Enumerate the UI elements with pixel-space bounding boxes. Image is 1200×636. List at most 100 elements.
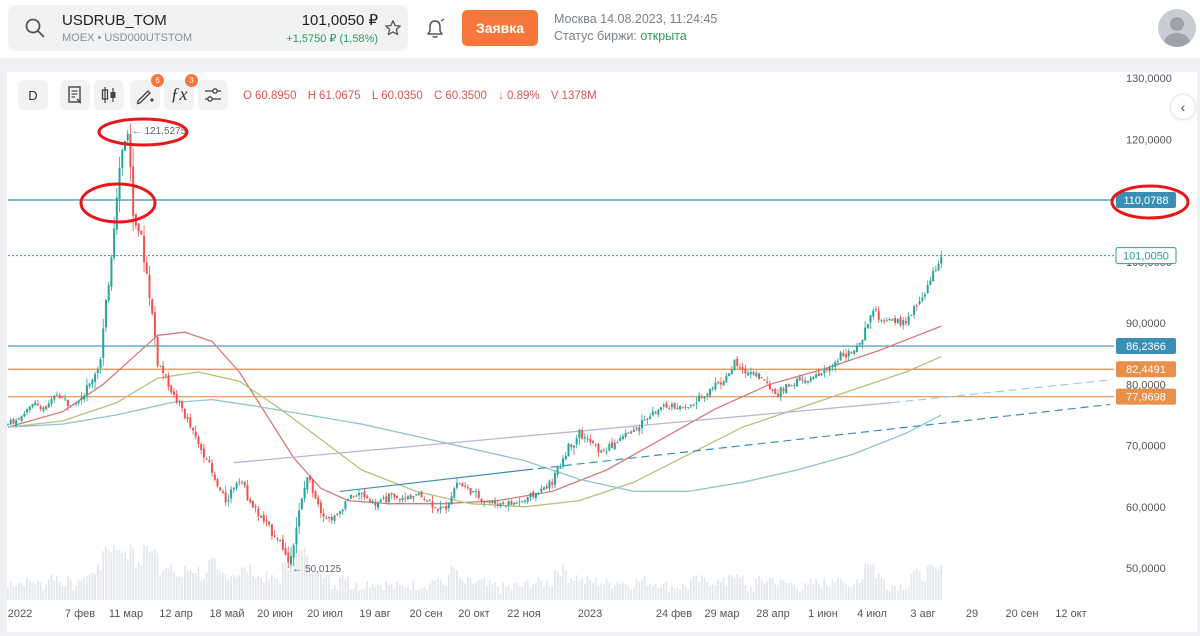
candle-body <box>132 166 135 216</box>
volume-bar <box>388 584 390 600</box>
candle-body <box>148 274 151 299</box>
volume-bar <box>203 578 205 600</box>
candle-body <box>477 491 480 498</box>
candle-body <box>932 270 935 282</box>
ticker-box[interactable]: USDRUB_TOM MOEX • USD000UTSTOM 101,0050 … <box>8 5 408 51</box>
volume-bar <box>763 583 766 600</box>
candle-body <box>99 359 102 369</box>
candle-body <box>730 369 733 375</box>
candle-body <box>684 406 687 408</box>
candle-body <box>798 377 801 381</box>
candle-body <box>254 506 257 508</box>
volume-bar <box>472 583 475 600</box>
volume-bar <box>632 588 635 600</box>
candle-body <box>883 320 886 322</box>
candle-body <box>426 500 429 502</box>
candle-body <box>276 538 279 540</box>
volume-bar <box>42 589 45 600</box>
candle-body <box>866 324 869 329</box>
candle-body <box>494 500 497 504</box>
candle-body <box>502 502 505 505</box>
volume-bar <box>592 582 594 600</box>
filters-button[interactable] <box>198 80 228 110</box>
volume-bar <box>695 575 698 600</box>
candle-body <box>205 458 208 460</box>
bell-icon[interactable] <box>424 18 446 40</box>
star-icon[interactable] <box>384 19 402 37</box>
candle-body <box>162 365 165 374</box>
volume-bar <box>899 583 902 600</box>
volume-bar <box>807 584 809 600</box>
ohlc-readout: O 60.8950 H 61.0675 L 60.0350 C 60.3500 ↓ 0.… <box>243 90 600 102</box>
candle-body <box>12 419 15 424</box>
volume-bar <box>518 586 521 600</box>
order-button[interactable]: Заявка <box>462 10 538 46</box>
x-tick-label: 19 авг <box>359 608 390 620</box>
candle-body <box>796 378 799 387</box>
x-tick-label: 11 мар <box>109 608 143 620</box>
volume-bar <box>96 564 99 600</box>
candle-body <box>186 417 189 419</box>
annotation-ellipse-label <box>1110 184 1190 220</box>
volume-bar <box>815 579 818 600</box>
volume-bar <box>409 590 412 600</box>
volume-bar <box>469 577 472 600</box>
volume-bar <box>417 589 420 600</box>
volume-bar <box>205 572 208 600</box>
volume-bar <box>741 575 744 600</box>
chart-settings-button[interactable] <box>60 80 90 110</box>
volume-bar <box>747 590 750 600</box>
candle-body <box>83 395 86 400</box>
volume-bar <box>181 576 184 600</box>
volume-bar <box>477 580 480 600</box>
volume-bar <box>578 580 581 600</box>
candle-body <box>594 444 597 446</box>
volume-bar <box>915 567 918 600</box>
interval-button[interactable]: D <box>18 80 48 110</box>
volume-bar <box>785 583 788 600</box>
indicators-button[interactable]: 6 <box>130 74 164 110</box>
collapse-panel-button[interactable]: ‹ <box>1171 95 1195 119</box>
volume-bar <box>192 572 194 600</box>
candle-body <box>706 393 709 396</box>
volume-bar <box>793 584 796 600</box>
level-price-label: 86,2366 <box>1126 341 1166 353</box>
trend-line <box>233 402 893 464</box>
volume-bar <box>812 584 815 600</box>
volume-bar <box>684 586 687 600</box>
candle-body <box>749 372 752 375</box>
volume-bar <box>434 580 437 600</box>
volume-bar <box>616 581 619 600</box>
volume-bar <box>145 546 148 600</box>
volume-bar <box>817 584 820 600</box>
volume-bar <box>749 586 752 600</box>
candle-body <box>679 405 682 410</box>
candle-body <box>755 373 758 377</box>
function-icon: ƒx <box>170 84 188 104</box>
volume-bar <box>303 547 306 600</box>
y-tick-label: 80,0000 <box>1126 379 1166 391</box>
volume-bar <box>875 577 877 600</box>
candle-body <box>23 413 26 417</box>
functions-button[interactable]: ƒx 3 <box>164 74 198 110</box>
candle-type-button[interactable] <box>94 80 124 110</box>
candle-body <box>404 497 407 499</box>
last-price-label: 101,0050 <box>1123 251 1169 263</box>
volume-bar <box>673 588 676 600</box>
avatar-icon[interactable] <box>1158 9 1196 47</box>
candle-body <box>417 493 420 495</box>
candle-body <box>896 319 899 323</box>
high-label: H <box>307 90 317 102</box>
volume-bar <box>121 553 124 600</box>
trend-line <box>339 469 526 493</box>
candle-body <box>464 485 467 487</box>
volume-bar <box>491 584 494 600</box>
search-icon[interactable] <box>24 17 46 39</box>
candle-body <box>700 397 703 399</box>
volume-bar <box>238 574 241 600</box>
volume-bar <box>72 590 75 600</box>
volume-bar <box>834 582 837 600</box>
candle-body <box>415 494 418 496</box>
volume-bar <box>28 580 31 600</box>
